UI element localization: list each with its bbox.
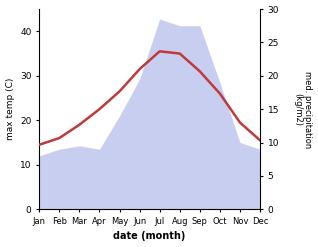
- Y-axis label: med. precipitation
(kg/m2): med. precipitation (kg/m2): [293, 71, 313, 148]
- Y-axis label: max temp (C): max temp (C): [5, 78, 15, 140]
- X-axis label: date (month): date (month): [114, 231, 186, 242]
